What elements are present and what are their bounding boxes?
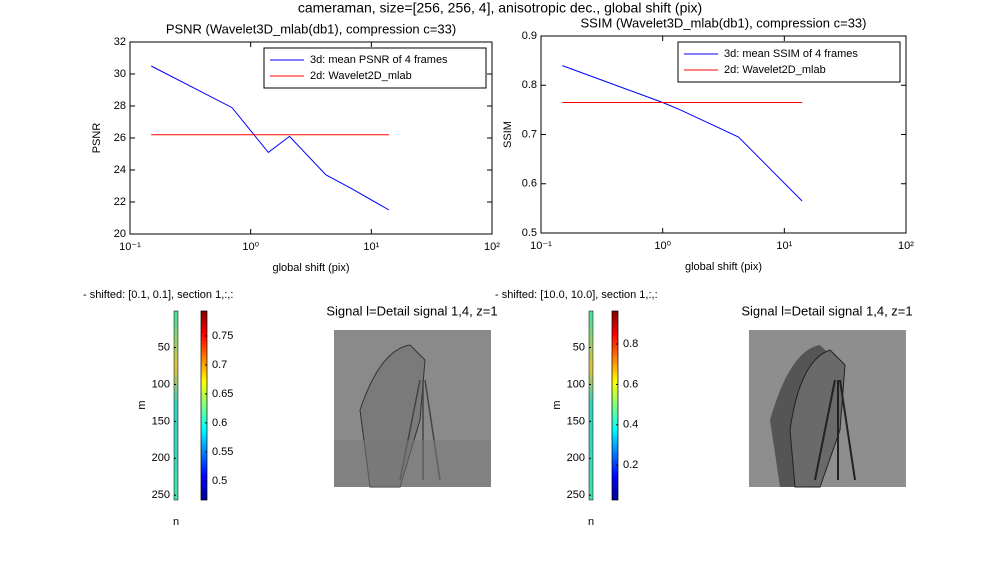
y-tick-label: 50 [158,341,170,353]
y-tick-label: 100 [152,378,170,390]
image-2 [749,330,906,488]
data-line [562,65,803,202]
x-tick-label: 10⁻¹ [119,241,141,253]
y-axis-label: PSNR [91,123,103,154]
y-tick-label: 24 [114,164,126,176]
y-tick-label: 0.6 [522,178,537,190]
y-tick-label: 0.5 [522,227,537,239]
figure-title: cameraman, size=[256, 256, 4], anisotrop… [298,0,702,16]
colorbar [200,310,208,501]
image-title: Signal l=Detail signal 1,4, z=1 [326,303,497,318]
y-tick-label: 250 [567,489,585,501]
y-tick-label: 100 [567,378,585,390]
y-tick-label: 28 [114,100,126,112]
colorbar-tick-label: 0.75 [212,330,233,342]
colorbar-tick-label: 0.6 [623,378,638,390]
y-tick-label: 200 [152,452,170,464]
y-tick-label: 200 [567,452,585,464]
panel-caption: - shifted: [10.0, 10.0], section 1,:,: [495,289,658,301]
signal-strip [173,310,179,501]
legend-label: 3d: mean SSIM of 4 frames [724,48,858,60]
colorbar-tick-label: 0.8 [623,338,638,350]
colorbar-tick-label: 0.6 [212,417,227,429]
y-tick-label: 22 [114,196,126,208]
x-axis-label: n [173,516,179,528]
x-tick-label: 10⁻¹ [530,240,552,252]
y-tick-label: 250 [152,489,170,501]
y-tick-label: 0.8 [522,79,537,91]
y-tick-label: 20 [114,228,126,240]
y-tick-label: 0.9 [522,30,537,42]
colorbar-tick-label: 0.7 [212,359,227,371]
legend-box [677,41,901,83]
panel-caption: - shifted: [0.1, 0.1], section 1,:,: [83,289,233,301]
image-title: Signal l=Detail signal 1,4, z=1 [741,303,912,318]
x-tick-label: 10² [898,240,914,252]
x-axis-label: global shift (pix) [685,261,762,273]
colorbar [611,310,619,501]
x-tick-label: 10² [484,241,500,253]
x-axis-label: n [588,516,594,528]
y-tick-label: 150 [152,415,170,427]
y-axis-label: m [551,400,563,409]
colorbar-tick-label: 0.5 [212,475,227,487]
chart-title: PSNR (Wavelet3D_mlab(db1), compression c… [166,21,456,36]
colorbar-tick-label: 0.4 [623,419,638,431]
x-tick-label: 10⁰ [654,240,671,252]
chart-title: SSIM (Wavelet3D_mlab(db1), compression c… [581,15,867,30]
colorbar-tick-label: 0.65 [212,388,233,400]
legend-label: 3d: mean PSNR of 4 frames [310,54,448,66]
data-line [150,65,390,211]
legend-label: 2d: Wavelet2D_mlab [724,64,826,76]
y-tick-label: 0.7 [522,128,537,140]
y-axis-label: m [136,400,148,409]
colorbar-tick-label: 0.2 [623,459,638,471]
x-axis-label: global shift (pix) [272,262,349,274]
legend-label: 2d: Wavelet2D_mlab [310,70,412,82]
x-tick-label: 10¹ [776,240,792,252]
y-tick-label: 150 [567,415,585,427]
colorbar-tick-label: 0.55 [212,446,233,458]
legend-box [263,47,487,89]
x-tick-label: 10¹ [363,241,379,253]
y-tick-label: 32 [114,36,126,48]
y-tick-label: 50 [573,341,585,353]
x-tick-label: 10⁰ [242,241,259,253]
image-1 [334,330,491,488]
signal-strip [588,310,594,501]
y-tick-label: 26 [114,132,126,144]
y-axis-label: SSIM [502,121,514,148]
y-tick-label: 30 [114,68,126,80]
